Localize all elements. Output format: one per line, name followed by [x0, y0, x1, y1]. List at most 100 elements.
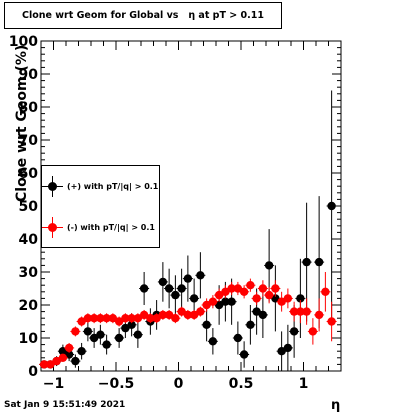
timestamp: Sat Jan 9 15:51:49 2021	[4, 400, 126, 410]
legend-label-negative: (-) with pT/|q| > 0.1	[67, 223, 155, 232]
data-point	[183, 274, 193, 283]
data-point	[221, 297, 230, 306]
data-point	[321, 287, 330, 296]
data-point	[83, 314, 93, 323]
data-point	[46, 360, 55, 369]
data-point	[133, 330, 143, 339]
data-point	[189, 294, 199, 303]
data-point	[233, 284, 243, 293]
data-point	[171, 290, 180, 300]
data-point	[89, 333, 99, 343]
data-point	[83, 327, 93, 336]
legend-entry-positive: (+) with pT/|q| > 0.1	[42, 176, 159, 197]
data-point	[252, 294, 261, 303]
data-point	[196, 307, 205, 316]
legend-marker-negative	[42, 217, 63, 238]
data-point	[277, 347, 286, 356]
data-point	[214, 290, 224, 300]
data-point	[264, 261, 274, 270]
data-point	[58, 347, 68, 356]
data-point	[58, 353, 68, 362]
data-point	[127, 320, 136, 329]
x-tick-label: −0.5	[98, 376, 135, 392]
data-point	[152, 314, 161, 323]
data-point	[158, 277, 168, 287]
data-point	[39, 360, 49, 369]
y-tick-label: 100	[9, 34, 38, 50]
data-point	[64, 350, 74, 359]
data-point	[171, 314, 180, 323]
data-point	[139, 284, 149, 293]
data-point	[177, 284, 186, 293]
data-point	[264, 290, 274, 300]
data-point	[289, 327, 299, 336]
data-point	[96, 330, 105, 339]
data-point	[146, 314, 155, 323]
y-axis-label: Clone wrt Geom (%)	[14, 44, 30, 202]
data-point	[114, 317, 124, 326]
y-tick-label: 50	[19, 199, 39, 215]
data-point	[252, 307, 261, 316]
data-point	[271, 294, 280, 303]
data-point	[189, 310, 199, 320]
series-negative	[39, 272, 337, 369]
data-point	[208, 337, 218, 346]
data-point	[239, 350, 249, 359]
legend-label-positive: (+) with pT/|q| > 0.1	[67, 182, 159, 191]
data-point	[221, 287, 230, 296]
data-point	[271, 284, 280, 293]
data-point	[121, 323, 130, 333]
data-point	[296, 294, 305, 303]
legend: (+) with pT/|q| > 0.1 (-) with pT/|q| > …	[41, 165, 160, 248]
y-tick-label: 20	[19, 298, 39, 314]
data-point	[202, 300, 211, 310]
x-tick-label: 0	[174, 376, 184, 392]
data-point	[246, 281, 255, 290]
legend-marker-positive	[42, 176, 63, 197]
data-point	[233, 333, 243, 343]
data-point	[314, 257, 324, 267]
data-point	[258, 284, 268, 293]
data-point	[133, 314, 143, 323]
data-point	[96, 314, 105, 323]
data-point	[158, 310, 168, 320]
y-tick-label: 90	[19, 67, 39, 83]
data-point	[77, 347, 86, 356]
y-tick-label: 80	[19, 100, 39, 116]
legend-entry-negative: (-) with pT/|q| > 0.1	[42, 217, 155, 238]
data-point	[108, 314, 118, 323]
data-point	[121, 314, 130, 323]
y-tick-label: 0	[28, 364, 38, 380]
data-point	[177, 307, 186, 316]
data-point	[102, 340, 111, 349]
data-point	[89, 314, 99, 323]
data-point	[246, 320, 255, 329]
data-point	[139, 310, 149, 320]
data-point	[227, 284, 236, 293]
data-point	[214, 300, 224, 310]
data-point	[277, 297, 286, 306]
data-point	[239, 287, 249, 296]
x-tick-label: −1	[43, 376, 64, 392]
data-point	[102, 314, 111, 323]
data-point	[52, 356, 61, 366]
y-tick-label: 10	[19, 331, 39, 347]
data-point	[314, 310, 324, 320]
data-point	[183, 310, 193, 320]
data-point	[127, 314, 136, 323]
data-point	[327, 201, 336, 211]
data-point	[258, 310, 268, 320]
data-point	[289, 307, 299, 316]
y-tick-label: 40	[19, 232, 39, 248]
data-point	[71, 356, 80, 366]
x-axis-label: η	[331, 398, 341, 413]
data-point	[308, 327, 318, 336]
data-point	[164, 310, 174, 320]
data-point	[196, 271, 205, 280]
data-point	[296, 307, 305, 316]
data-point	[164, 284, 174, 293]
data-point	[227, 297, 236, 306]
data-point	[114, 333, 124, 343]
chart-title: Clone wrt Geom for Global vs η at pT > 0…	[4, 2, 282, 29]
